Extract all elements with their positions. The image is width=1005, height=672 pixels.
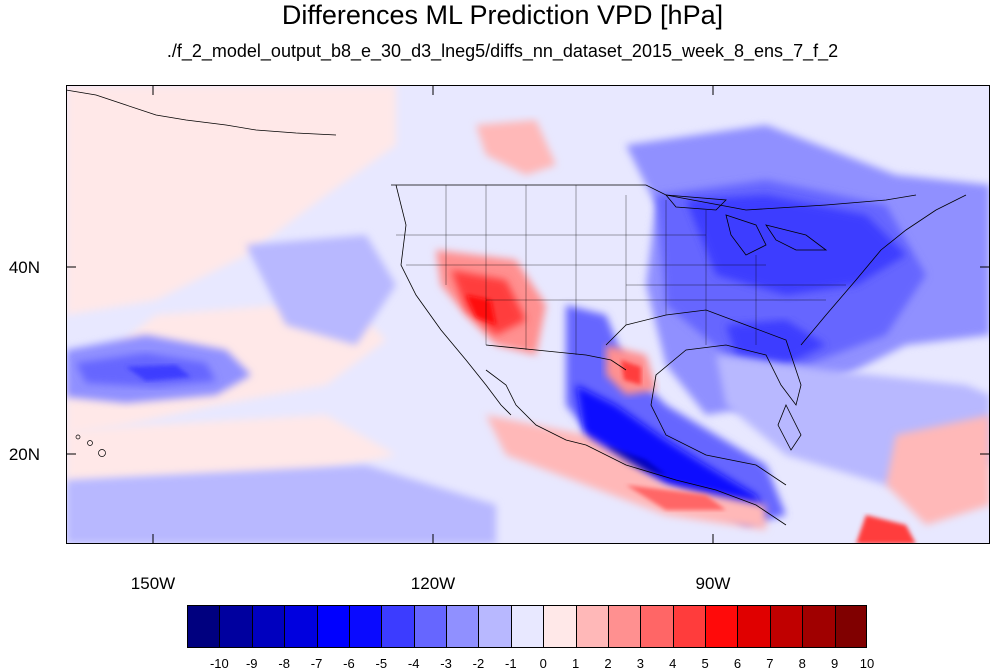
border-us-canada xyxy=(391,184,917,211)
field-red-caribbean xyxy=(856,515,916,544)
colorbar-label: 8 xyxy=(798,656,806,671)
colorbar-swatch xyxy=(834,605,867,648)
colorbar-label: -2 xyxy=(472,656,485,671)
lon-label-120w: 120W xyxy=(410,574,456,593)
field-pink-caribbean xyxy=(886,415,990,525)
hawaii-island-3 xyxy=(98,449,106,457)
colorbar-swatch xyxy=(769,605,803,648)
hawaii-island-1 xyxy=(75,434,81,440)
field-red-texas-core xyxy=(621,360,641,385)
colorbar-swatch xyxy=(413,605,447,648)
colorbar-swatch xyxy=(575,605,608,648)
colorbar-swatch xyxy=(446,605,479,648)
colorbar-swatch xyxy=(543,605,576,648)
border-us-mexico xyxy=(485,344,627,371)
field-pink-northpacific xyxy=(66,85,396,315)
colorbar-label: -9 xyxy=(245,656,258,671)
lon-label-150w: 150W xyxy=(130,574,176,593)
coastline-pacific-mexico xyxy=(585,444,787,526)
colorbar-label: -6 xyxy=(343,656,355,671)
field-red-southmexico xyxy=(626,485,726,510)
coastline-gulf-of-california xyxy=(485,369,587,446)
lake-huron xyxy=(765,224,828,251)
field-red-southwest-core xyxy=(466,295,496,325)
colorbar-label: -7 xyxy=(310,656,323,671)
colorbar-swatch xyxy=(251,605,285,648)
lat-label-40n: 40N xyxy=(8,258,40,277)
colorbar-swatch xyxy=(510,605,544,648)
colorbar-label: 4 xyxy=(669,656,677,671)
map-panel xyxy=(66,85,990,544)
field-pink-canada xyxy=(476,120,556,175)
coastline-pacific xyxy=(395,184,512,416)
colorbar-swatch xyxy=(607,605,641,648)
colorbar-swatch xyxy=(705,605,738,648)
lon-label-90w: 90W xyxy=(695,574,731,593)
colorbar-swatch xyxy=(316,605,349,648)
colorbar-label: -3 xyxy=(440,656,452,671)
colorbar-label: -4 xyxy=(407,656,420,671)
figure-title: Differences ML Prediction VPD [hPa] xyxy=(281,0,724,30)
hawaii-island-2 xyxy=(87,440,93,446)
figure-subtitle: ./f_2_model_output_b8_e_30_d3_lneg5/diff… xyxy=(166,41,839,61)
lat-label-20n: 20N xyxy=(8,445,40,464)
colorbar-label: 9 xyxy=(830,656,839,671)
colorbar-swatch xyxy=(478,605,511,648)
florida xyxy=(777,404,802,451)
alaska-coast xyxy=(66,89,337,136)
field-lightblue-offshore xyxy=(246,235,396,345)
colorbar-swatch xyxy=(187,605,220,648)
colorbar-swatch xyxy=(737,605,770,648)
colorbar-label: 7 xyxy=(766,656,774,671)
coastline-atlantic xyxy=(800,194,967,346)
colorbar-swatch xyxy=(640,605,673,648)
field-lightblue-southpacific xyxy=(66,465,496,544)
colorbar-label: 2 xyxy=(604,656,612,671)
colorbar-label: -1 xyxy=(505,656,517,671)
colorbar-label: 0 xyxy=(539,656,547,671)
field-blue-mexico-core xyxy=(606,445,666,475)
state-borders xyxy=(396,185,846,355)
hawaii xyxy=(75,434,106,457)
colorbar-label: -10 xyxy=(209,656,229,671)
alaska-coastline xyxy=(66,89,337,136)
coastlines xyxy=(391,184,967,526)
field-blue-southeast xyxy=(726,320,826,365)
field-pink-lowpacific xyxy=(66,415,396,485)
colorbar-label: -5 xyxy=(375,656,388,671)
field-blue-pacific-core xyxy=(126,365,191,381)
coastline-gulf-of-mexico xyxy=(605,309,802,486)
colorbar-swatch xyxy=(381,605,414,648)
colorbar-label: 10 xyxy=(859,656,875,671)
field-blue-mexico-inner xyxy=(576,385,766,515)
colorbar-swatch xyxy=(348,605,382,648)
colorbar-label: 5 xyxy=(701,656,709,671)
colorbar-swatch xyxy=(802,605,835,648)
colorbar-label: 6 xyxy=(733,656,742,671)
colorbar-label: 3 xyxy=(636,656,644,671)
colorbar-label: -8 xyxy=(278,656,290,671)
colorbar-swatch xyxy=(219,605,252,648)
vpd-difference-map xyxy=(66,85,990,544)
colorbar xyxy=(187,605,867,648)
colorbar-label: 1 xyxy=(571,656,580,671)
colorbar-swatch xyxy=(284,605,317,648)
axis-ticks xyxy=(66,85,990,544)
map-frame xyxy=(66,85,990,544)
lake-michigan xyxy=(725,214,767,256)
lake-superior xyxy=(665,194,727,211)
colorbar-swatch xyxy=(672,605,706,648)
